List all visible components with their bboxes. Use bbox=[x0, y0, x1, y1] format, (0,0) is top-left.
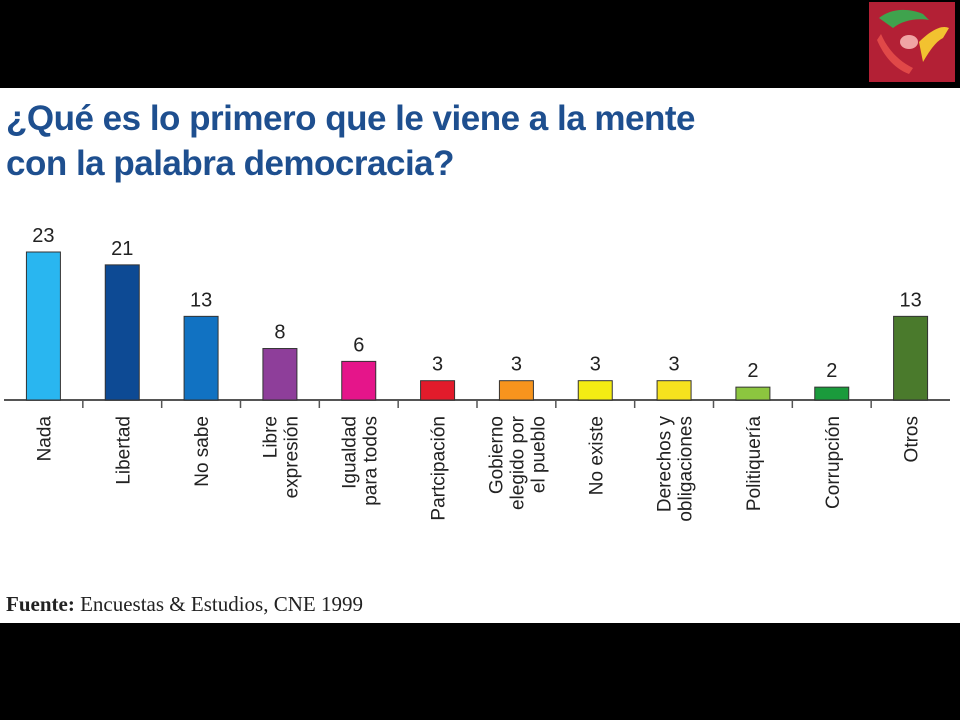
category-label-line: No sabe bbox=[192, 416, 213, 487]
category-tick-label: Libertad bbox=[113, 416, 134, 485]
top-bar bbox=[0, 0, 960, 88]
data-label: 6 bbox=[353, 334, 364, 356]
data-label: 23 bbox=[32, 225, 54, 247]
category-label-line: elegido por bbox=[507, 415, 528, 510]
category-label-line: Partcipación bbox=[429, 416, 450, 521]
category-label-line: Nada bbox=[34, 416, 55, 462]
category-tick-label: Derechos y obligaciones bbox=[655, 416, 697, 522]
data-label: 2 bbox=[747, 360, 758, 382]
bar bbox=[183, 315, 219, 401]
data-label: 3 bbox=[432, 354, 443, 376]
data-label: 3 bbox=[590, 354, 601, 376]
category-label-line: Corrupción bbox=[823, 416, 844, 509]
bar bbox=[262, 348, 298, 401]
data-label: 21 bbox=[111, 238, 133, 260]
bar bbox=[577, 380, 613, 401]
chart-title-line-2: con la palabra democracia? bbox=[6, 144, 455, 183]
category-label-line: expresión bbox=[281, 416, 302, 498]
category-label-line: Otros bbox=[902, 416, 923, 462]
source-text: Encuestas & Estudios, CNE 1999 bbox=[80, 592, 363, 616]
chart-title-line-1: ¿Qué es lo primero que le viene a la men… bbox=[6, 99, 695, 138]
bar bbox=[893, 315, 929, 401]
category-tick-label: Otros bbox=[902, 416, 923, 462]
data-label: 13 bbox=[899, 289, 921, 311]
bar bbox=[25, 251, 61, 401]
chart-panel: ¿Qué es lo primero que le viene a la men… bbox=[0, 88, 960, 623]
bottom-bar bbox=[0, 623, 960, 720]
category-label-line: No existe bbox=[586, 416, 607, 495]
bar bbox=[498, 380, 534, 401]
data-label: 8 bbox=[274, 322, 285, 344]
category-tick-label: Igualdad para todos bbox=[339, 416, 381, 506]
data-label: 13 bbox=[190, 289, 212, 311]
bar bbox=[341, 360, 377, 401]
category-label-line: Politiquería bbox=[744, 416, 765, 511]
category-tick-label: Politiquería bbox=[744, 416, 765, 511]
data-label: 3 bbox=[669, 354, 680, 376]
category-label-line: Derechos y bbox=[655, 416, 676, 513]
interlocking-hands-logo-icon bbox=[869, 2, 955, 82]
category-label-line: Gobierno bbox=[486, 416, 507, 494]
category-tick-label: Corrupción bbox=[823, 416, 844, 509]
source-label: Fuente: bbox=[6, 592, 75, 616]
category-label-line: obligaciones bbox=[676, 416, 697, 522]
category-label-line: Libertad bbox=[113, 416, 134, 485]
category-label-line: Igualdad bbox=[339, 416, 360, 489]
category-tick-label: Gobierno elegido por el pueblo bbox=[486, 415, 549, 510]
category-tick-label: Libre expresión bbox=[260, 416, 302, 498]
category-label-line: para todos bbox=[360, 416, 381, 506]
category-label-line: el pueblo bbox=[528, 416, 549, 493]
data-label: 2 bbox=[826, 360, 837, 382]
bar bbox=[735, 386, 771, 401]
category-label-line: Libre bbox=[260, 416, 281, 458]
category-tick-label: Nada bbox=[34, 416, 55, 462]
bar bbox=[420, 380, 456, 401]
bar bbox=[104, 264, 140, 401]
bar bbox=[656, 380, 692, 401]
category-tick-label: Partcipación bbox=[429, 416, 450, 521]
bar bbox=[814, 386, 850, 401]
data-label: 3 bbox=[511, 354, 522, 376]
category-tick-label: No existe bbox=[586, 416, 607, 495]
category-tick-label: No sabe bbox=[192, 416, 213, 487]
source-note: Fuente: Encuestas & Estudios, CNE 1999 bbox=[6, 592, 363, 617]
